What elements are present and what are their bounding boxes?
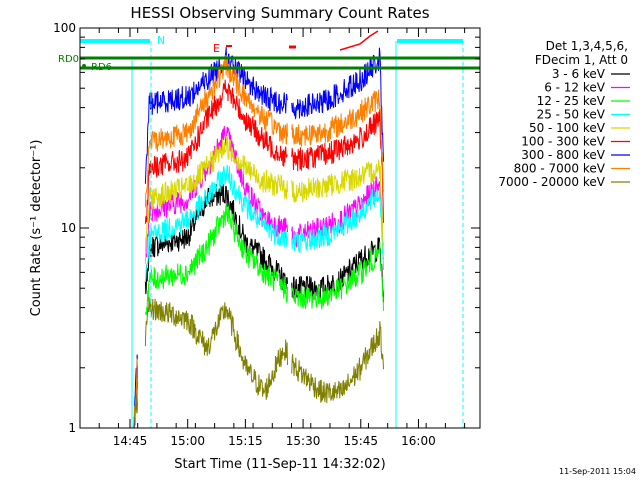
x-axis: 14:45 15:00 15:15 15:30 15:45 16:00 [79,28,466,448]
night-flag-label: N [157,34,165,47]
x-tick-label: 14:45 [113,434,148,448]
rd6-flag-dot [82,64,86,68]
x-axis-label: Start Time (11-Sep-11 14:32:02) [174,457,385,472]
legend-label-300-800-kev: 300 - 800 keV [521,148,605,162]
legend-label-3-6-kev: 3 - 6 keV [552,67,606,81]
rd0-flag-label: RD0 [58,54,79,65]
e-flag-label: E [213,42,220,55]
e-flag-ramp [339,30,379,51]
y-tick-label: 100 [53,21,76,35]
x-tick-label: 15:45 [343,434,378,448]
y-tick-label: 10 [61,221,76,235]
timestamp: 11-Sep-2011 15:04 [559,467,636,476]
legend: Det 1,3,4,5,6, FDecim 1, Att 0 3 - 6 keV… [498,39,630,189]
y-tick-label: 1 [68,421,76,435]
y-axis: 1 10 100 [53,21,480,435]
x-tick-label: 15:15 [228,434,263,448]
x-tick-label: 15:00 [170,434,205,448]
series-layer [133,47,384,429]
overlay-layer: N RD0 RD6 E [58,30,480,428]
legend-header-2: FDecim 1, Att 0 [535,53,628,67]
legend-label-800-7000-kev: 800 - 7000 keV [514,162,606,176]
y-axis-label: Count Rate (s⁻¹ detector⁻¹) [29,140,44,317]
legend-label-50-100-kev: 50 - 100 keV [529,121,606,135]
x-tick-label: 15:30 [286,434,321,448]
legend-label-12-25-kev: 12 - 25 keV [537,94,606,108]
series-line-7000-20000-kev [133,296,384,429]
legend-label-6-12-kev: 6 - 12 keV [544,81,606,95]
legend-label-25-50-kev: 25 - 50 keV [537,108,606,122]
rd6-flag-label: RD6 [91,62,112,73]
legend-header-1: Det 1,3,4,5,6, [546,39,628,53]
legend-label-7000-20000-kev: 7000 - 20000 keV [498,175,605,189]
chart-title: HESSI Observing Summary Count Rates [130,4,429,22]
legend-label-100-300-kev: 100 - 300 keV [521,135,605,149]
x-tick-label: 16:00 [401,434,436,448]
